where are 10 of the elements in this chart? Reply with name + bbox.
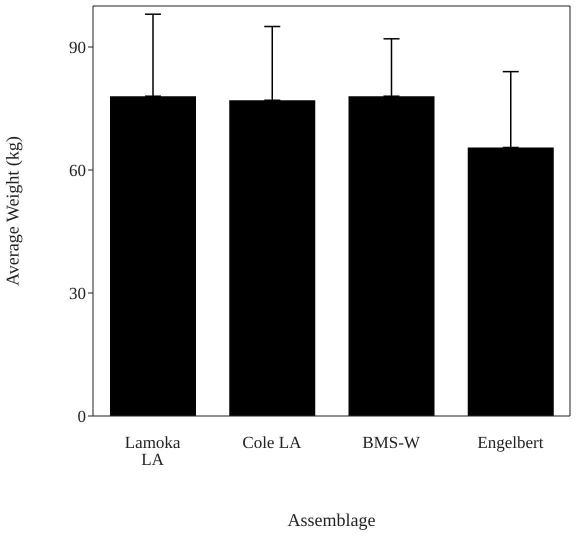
y-tick-label: 90: [69, 38, 86, 58]
x-tick-label: Engelbert: [477, 433, 544, 452]
y-tick-label: 30: [69, 284, 86, 304]
x-tick-label: Cole LA: [242, 433, 302, 452]
y-tick-label: 0: [78, 407, 86, 426]
y-axis-title: Average Weight (kg): [2, 136, 22, 286]
x-tick-label: BMS-W: [362, 433, 421, 452]
x-tick-label: Lamoka LA: [124, 433, 181, 470]
x-axis-title: Assemblage: [288, 510, 376, 530]
y-tick-label: 60: [69, 161, 86, 180]
